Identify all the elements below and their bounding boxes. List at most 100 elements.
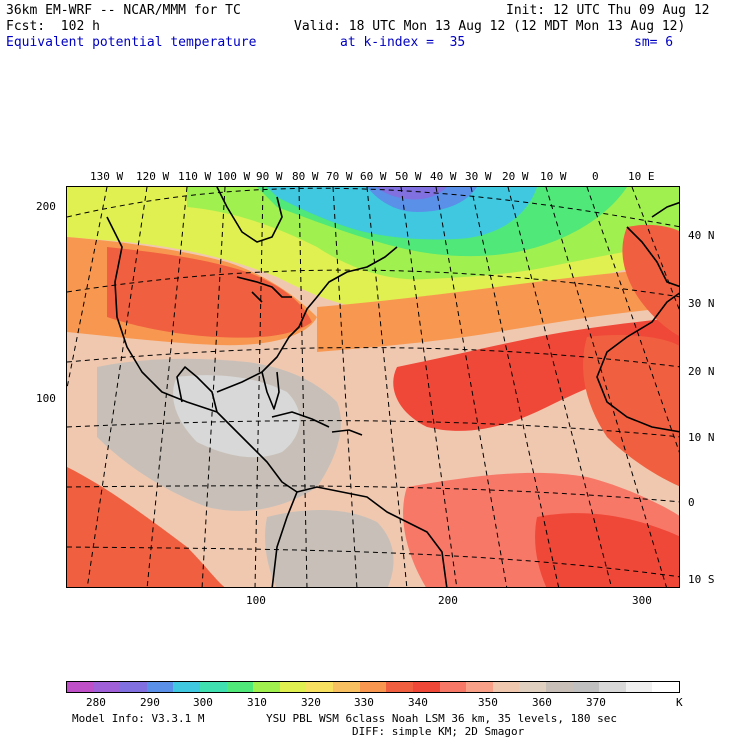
field-africa-red xyxy=(583,335,679,487)
field-atlantic-orange xyxy=(317,267,679,352)
colorbar-swatch xyxy=(359,682,387,692)
lon-line xyxy=(146,187,188,587)
colorbar-swatch xyxy=(120,682,147,692)
colorbar-label: 320 xyxy=(301,696,321,709)
lon-label: 10 W xyxy=(540,170,567,183)
colorbar-swatch xyxy=(386,682,413,692)
lon-label: 50 W xyxy=(395,170,422,183)
colorbar-label: 360 xyxy=(532,696,552,709)
lon-label: 30 W xyxy=(465,170,492,183)
colorbar-label: 340 xyxy=(408,696,428,709)
lon-label: 40 W xyxy=(430,170,457,183)
colorbar-swatch xyxy=(146,682,174,692)
europe-coast xyxy=(626,201,679,288)
lat-label: 30 N xyxy=(688,297,715,310)
lat-line-10n xyxy=(67,420,679,438)
lon-label: 120 W xyxy=(136,170,170,183)
lon-label: 10 E xyxy=(628,170,655,183)
forecast-hour: Fcst: 102 h xyxy=(6,19,100,34)
colorbar-label: 280 xyxy=(86,696,106,709)
colorbar-swatch xyxy=(173,682,201,692)
colorbar-swatch xyxy=(226,682,254,692)
lon-line xyxy=(332,187,358,587)
physics-info: YSU PBL WSM 6class Noah LSM 36 km, 35 le… xyxy=(266,712,617,725)
field-name: Equivalent potential temperature xyxy=(6,35,257,50)
model-title: 36km EM-WRF -- NCAR/MMM for TC xyxy=(6,3,241,18)
lon-line xyxy=(366,187,408,587)
colorbar-swatch xyxy=(466,682,493,692)
valid-time: Valid: 18 UTC Mon 13 Aug 12 (12 MDT Mon … xyxy=(294,19,686,34)
lon-label: 70 W xyxy=(326,170,353,183)
lon-label: 100 W xyxy=(217,170,251,183)
color-bar xyxy=(66,681,680,693)
lon-label: 110 W xyxy=(178,170,212,183)
colorbar-swatch xyxy=(652,682,680,692)
lon-label: 20 W xyxy=(502,170,529,183)
field-sa-grey xyxy=(265,510,394,587)
colorbar-label: 330 xyxy=(354,696,374,709)
lon-line xyxy=(86,187,148,587)
grid-x-label: 200 xyxy=(438,594,458,607)
colorbar-swatch xyxy=(439,682,467,692)
colorbar-swatch xyxy=(93,682,121,692)
colorbar-swatch xyxy=(67,682,94,692)
lat-label: 10 S xyxy=(688,573,715,586)
cuba-coast xyxy=(271,411,330,428)
africa-coast xyxy=(596,292,679,433)
theta-e-map xyxy=(66,186,680,588)
colorbar-label: 290 xyxy=(140,696,160,709)
colorbar-label: 370 xyxy=(586,696,606,709)
colorbar-label: 310 xyxy=(247,696,267,709)
colorbar-swatch xyxy=(279,682,307,692)
level-text: at k-index = 35 xyxy=(340,35,466,50)
lon-line xyxy=(400,187,458,587)
hispaniola-coast xyxy=(331,429,363,436)
diffusion-info: DIFF: simple KM; 2D Smagor xyxy=(352,725,525,738)
grid-y-label: 200 xyxy=(36,200,56,213)
lat-label: 0 xyxy=(688,496,695,509)
smoothing-text: sm= 6 xyxy=(634,35,674,50)
colorbar-swatch xyxy=(572,682,600,692)
colorbar-swatch xyxy=(625,682,653,692)
lat-label: 20 N xyxy=(688,365,715,378)
lon-line xyxy=(545,187,667,587)
grid-y-label: 100 xyxy=(36,392,56,405)
colorbar-unit: K xyxy=(676,696,683,709)
lat-label: 10 N xyxy=(688,431,715,444)
lon-line xyxy=(254,187,264,587)
lon-line xyxy=(470,187,560,587)
lat-label: 40 N xyxy=(688,229,715,242)
grid-x-label: 100 xyxy=(246,594,266,607)
colorbar-swatch xyxy=(306,682,334,692)
grid-x-label: 300 xyxy=(632,594,652,607)
lon-label: 0 xyxy=(592,170,599,183)
lon-line xyxy=(507,187,612,587)
lon-label: 130 W xyxy=(90,170,124,183)
colorbar-swatch xyxy=(599,682,626,692)
colorbar-swatch xyxy=(545,682,573,692)
coastlines xyxy=(106,187,679,587)
lat-line-20n xyxy=(67,347,679,368)
colorbar-swatch xyxy=(412,682,440,692)
field-europe-red xyxy=(622,224,679,336)
field-north-cyan xyxy=(267,187,537,240)
colorbar-label: 300 xyxy=(193,696,213,709)
lat-line-0 xyxy=(67,485,679,503)
lon-label: 90 W xyxy=(256,170,283,183)
colorbar-swatch xyxy=(333,682,360,692)
field-pacific-red xyxy=(67,467,225,587)
florida-coast xyxy=(261,371,280,410)
lon-label: 80 W xyxy=(292,170,319,183)
colorbar-swatch xyxy=(492,682,520,692)
field-south-atlantic-deep xyxy=(535,513,679,587)
colorbar-swatch xyxy=(200,682,227,692)
lon-line xyxy=(298,187,308,587)
lon-line xyxy=(201,187,226,587)
field-north-purple xyxy=(377,187,447,200)
lat-line-40n xyxy=(67,187,679,228)
lon-label: 60 W xyxy=(360,170,387,183)
hudson-bay xyxy=(216,187,283,243)
south-america-coast xyxy=(271,486,448,587)
init-time: Init: 12 UTC Thu 09 Aug 12 xyxy=(506,3,710,18)
colorbar-swatch xyxy=(519,682,546,692)
